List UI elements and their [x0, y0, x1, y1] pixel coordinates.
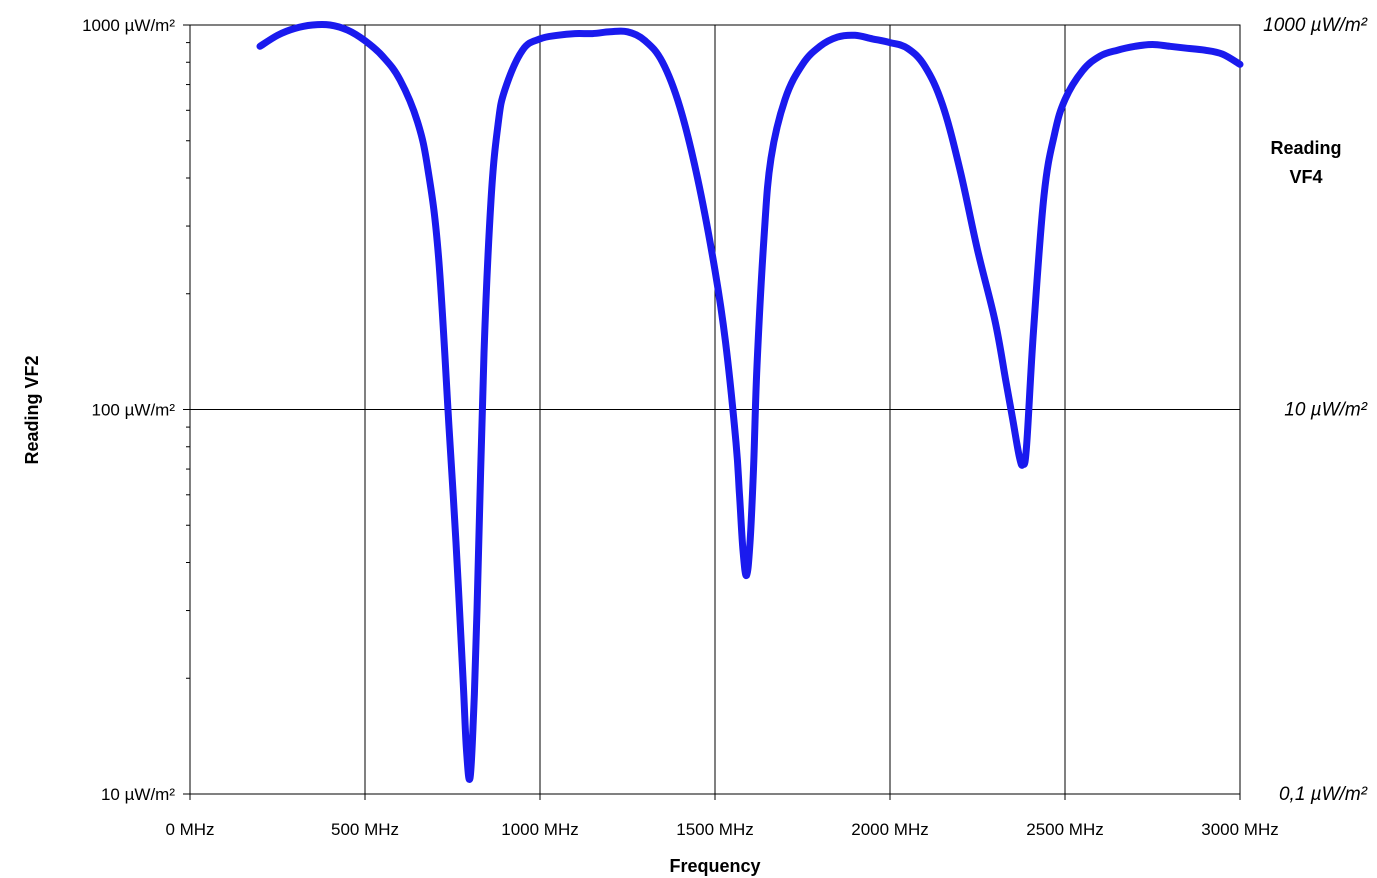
series-line: [256, 20, 1244, 783]
minor-ticks: [186, 42, 190, 679]
x-tick-label: 1000 MHz: [501, 820, 578, 839]
x-tick-label: 500 MHz: [331, 820, 399, 839]
x-tick-label: 0 MHz: [165, 820, 214, 839]
y-axis-title-right-line-1: Reading: [1270, 138, 1341, 158]
series-group: [256, 20, 1244, 783]
y-tick-labels-left: 1000 µW/m² 100 µW/m² 10 µW/m²: [82, 16, 175, 804]
y-tick-label-right: 1000 µW/m²: [1263, 15, 1368, 36]
y-tick-label-right: 0,1 µW/m²: [1279, 784, 1368, 805]
y-tick-label-left: 100 µW/m²: [92, 401, 176, 420]
y-axis-title-left: Reading VF2: [22, 355, 42, 464]
x-tick-labels: 0 MHz 500 MHz 1000 MHz 1500 MHz 2000 MHz 2500…: [165, 820, 1278, 839]
grid-lines: [183, 24, 1241, 800]
y-tick-label-left: 10 µW/m²: [101, 785, 175, 804]
x-tick-label: 2000 MHz: [851, 820, 928, 839]
y-axis-title-right-line-2: VF4: [1289, 167, 1322, 187]
x-tick-label: 3000 MHz: [1201, 820, 1278, 839]
x-tick-label: 2500 MHz: [1026, 820, 1103, 839]
x-axis-title: Frequency: [669, 856, 760, 876]
y-tick-labels-right: 1000 µW/m² 10 µW/m² 0,1 µW/m²: [1263, 15, 1368, 805]
x-tick-label: 1500 MHz: [676, 820, 753, 839]
y-tick-label-left: 1000 µW/m²: [82, 16, 175, 35]
y-tick-label-right: 10 µW/m²: [1284, 400, 1367, 421]
plot-frame: [189, 24, 1241, 795]
